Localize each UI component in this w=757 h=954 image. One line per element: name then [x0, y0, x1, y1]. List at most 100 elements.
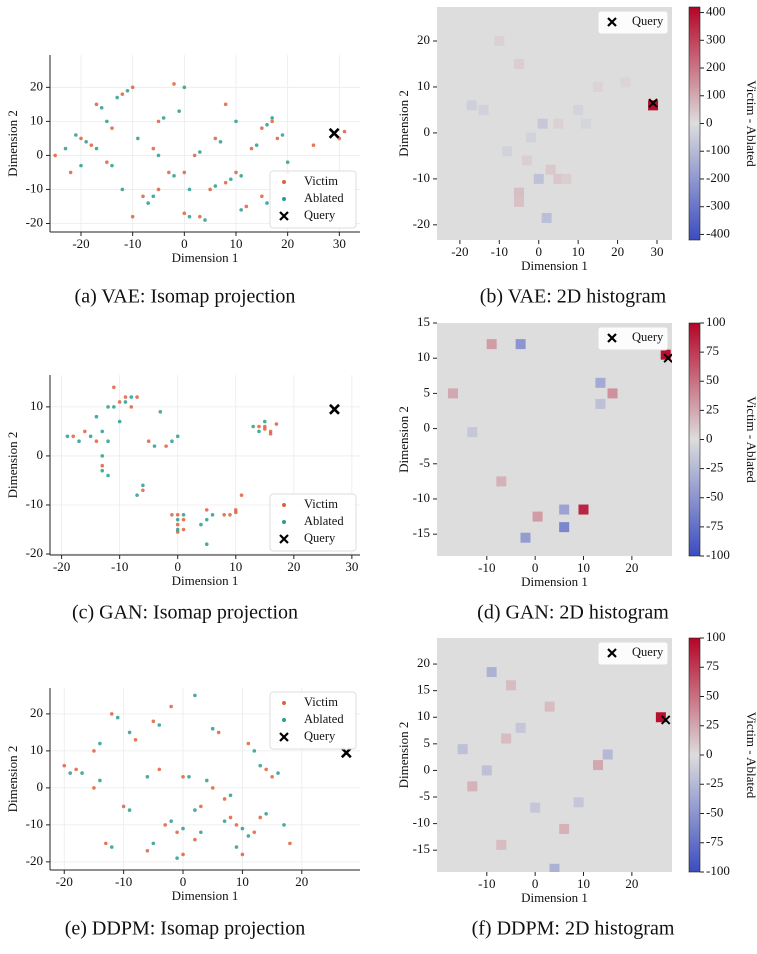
heat-cell: [533, 173, 544, 184]
colorbar: [688, 637, 701, 873]
y-tick-label: 5: [424, 384, 431, 399]
heat-cell: [573, 797, 584, 808]
point: [182, 170, 187, 175]
plot-area: [53, 82, 347, 222]
point: [204, 508, 209, 512]
point: [105, 119, 109, 124]
x-tick-label: 20: [287, 559, 300, 574]
y-tick-label: -10: [413, 490, 430, 505]
point: [218, 139, 223, 144]
point: [100, 468, 105, 473]
y-tick-label: 10: [30, 112, 43, 127]
point: [164, 444, 168, 448]
legend-marker: [282, 180, 286, 184]
point: [187, 187, 192, 192]
point: [222, 819, 227, 823]
heat-cell: [486, 667, 497, 678]
point: [53, 153, 57, 158]
y-tick-label: 0: [424, 420, 431, 435]
y-tick-label: 15: [417, 682, 430, 697]
point: [141, 194, 145, 199]
colorbar-tick-label: -25: [706, 775, 723, 790]
point: [92, 749, 96, 753]
point: [94, 146, 99, 151]
point: [129, 395, 134, 399]
legend-label: Victim: [304, 695, 338, 709]
point: [141, 483, 145, 488]
colorbar-label: Victim - Ablated: [744, 80, 757, 167]
colorbar-tick-label: 50: [706, 687, 719, 702]
point: [257, 424, 261, 429]
heat-cell: [515, 339, 526, 350]
colorbar-tick-label: 75: [706, 343, 719, 358]
point: [105, 160, 109, 165]
x-tick-label: -10: [478, 560, 495, 575]
point: [204, 517, 209, 522]
legend-label: Victim: [304, 174, 338, 188]
point: [71, 434, 76, 439]
point: [123, 400, 128, 404]
legend-label: Ablated: [304, 514, 344, 528]
caption: (e) DDPM: Isomap projection: [65, 918, 306, 940]
x-axis-label: Dimension 1: [172, 573, 239, 588]
x-tick-label: -10: [478, 876, 495, 891]
point: [120, 92, 125, 96]
colorbar-tick-label: -200: [706, 170, 730, 185]
point: [106, 473, 110, 478]
plot-area: [447, 339, 672, 543]
colorbar-tick-label: 25: [706, 401, 719, 416]
y-tick-label: -20: [26, 545, 43, 560]
y-tick-label: -20: [413, 216, 430, 231]
point: [181, 527, 186, 532]
point: [88, 434, 93, 439]
colorbar-tick-label: 400: [706, 4, 726, 19]
legend-marker: [282, 520, 286, 524]
point: [152, 444, 157, 448]
y-tick-label: -20: [26, 214, 43, 229]
point: [127, 730, 132, 735]
x-tick-label: -20: [72, 236, 89, 251]
point: [244, 204, 249, 209]
point: [68, 771, 72, 775]
legend-box: [597, 641, 669, 666]
point: [254, 143, 259, 148]
heat-cell: [581, 118, 592, 129]
point: [181, 774, 185, 779]
point: [156, 119, 161, 124]
x-tick-label: -10: [111, 559, 128, 574]
heat-cell: [466, 100, 477, 111]
plot-area: [65, 385, 340, 547]
point: [63, 146, 68, 151]
legend-label: Query: [632, 330, 664, 344]
point: [181, 826, 185, 831]
point: [84, 139, 88, 144]
point: [109, 845, 114, 849]
colorbar-tick-label: 100: [706, 314, 726, 329]
point: [129, 405, 134, 409]
colorbar-tick-label: -75: [706, 834, 723, 849]
point: [98, 778, 102, 783]
colorbar-tick-label: 100: [706, 629, 726, 644]
heat-cell: [592, 81, 603, 92]
legend-marker: [282, 701, 286, 705]
query-point: [648, 98, 658, 108]
point: [94, 439, 99, 444]
point: [262, 427, 267, 431]
legend-marker: [282, 718, 286, 722]
y-tick-label: -20: [26, 853, 43, 868]
point: [136, 136, 140, 141]
point: [182, 85, 187, 90]
point: [74, 767, 78, 772]
x-tick-label: -10: [491, 244, 508, 259]
query-point: [661, 715, 671, 725]
point: [258, 763, 263, 768]
legend-label: Ablated: [304, 712, 344, 726]
point: [100, 429, 105, 434]
point: [169, 704, 173, 709]
point: [181, 852, 185, 857]
legend-marker: [282, 503, 286, 507]
point: [198, 214, 202, 219]
point: [223, 102, 228, 107]
point: [208, 187, 212, 192]
